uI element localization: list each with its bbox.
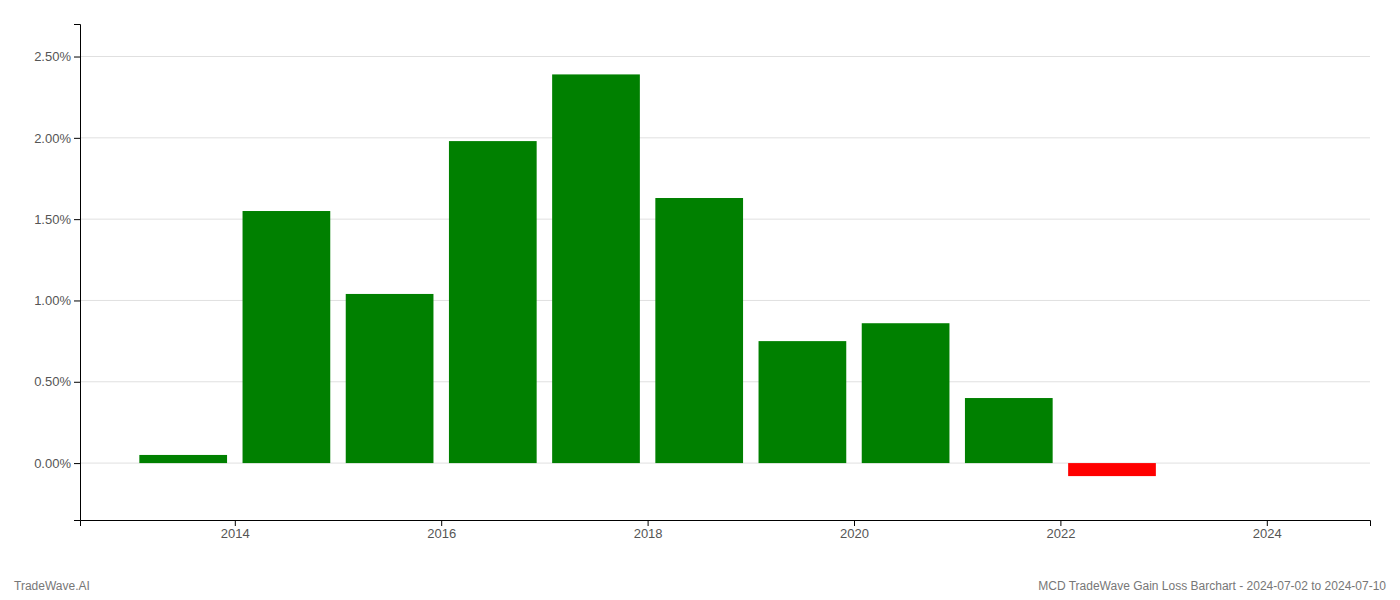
x-tick-label: 2014 (221, 526, 250, 541)
grid (80, 57, 1370, 464)
chart: 2014 2016 2018 2020 2022 2024 0.00% 0.50% 1.00% 1… (0, 0, 1400, 600)
bar (759, 341, 847, 463)
x-tick: 2018 (634, 520, 663, 541)
y-tick-mark (74, 300, 80, 301)
y-tick-label: 1.00% (34, 293, 71, 308)
x-tick: 2016 (427, 520, 456, 541)
bar (552, 74, 640, 463)
x-tick: 2014 (221, 520, 250, 541)
bar (243, 211, 331, 463)
x-tick-label: 2016 (427, 526, 456, 541)
y-tick-mark (74, 57, 80, 58)
x-tick-label: 2018 (634, 526, 663, 541)
x-tick-mark (441, 520, 442, 526)
x-tick-mark (1267, 520, 1268, 526)
y-tick: 1.00% (34, 293, 80, 308)
x-tick: 2020 (840, 520, 869, 541)
y-tick-mark (74, 382, 80, 383)
y-tick: 2.50% (34, 49, 80, 64)
bar (1068, 463, 1156, 476)
y-tick: 0.00% (34, 456, 80, 471)
grid-line (80, 137, 1370, 138)
x-tick: 2022 (1046, 520, 1075, 541)
bar (862, 323, 950, 463)
footer-text: MCD TradeWave Gain Loss Barchart - 2024-… (1038, 579, 1386, 593)
x-tick-mark (854, 520, 855, 526)
x-tick-label: 2022 (1046, 526, 1075, 541)
y-tick-label: 0.00% (34, 456, 71, 471)
bar (139, 455, 227, 463)
x-tick-mark (235, 520, 236, 526)
y-tick-label: 1.50% (34, 212, 71, 227)
y-tick-mark (74, 463, 80, 464)
y-tick: 0.50% (34, 374, 80, 389)
bars (139, 74, 1156, 476)
x-tick-label: 2020 (840, 526, 869, 541)
y-axis-line (74, 25, 81, 521)
footer-text: TradeWave.AI (14, 579, 90, 593)
y-tick-mark (74, 138, 80, 139)
x-axis-line (81, 521, 1371, 527)
bar (655, 198, 743, 463)
x-tick-mark (648, 520, 649, 526)
x-tick-mark (1060, 520, 1061, 526)
bar (449, 141, 537, 463)
x-tick: 2024 (1253, 520, 1282, 541)
y-tick-mark (74, 219, 80, 220)
bar (346, 294, 434, 463)
x-axis: 2014 2016 2018 2020 2022 2024 (81, 520, 1371, 541)
y-tick-label: 2.50% (34, 49, 71, 64)
y-tick-label: 0.50% (34, 374, 71, 389)
plot-area: 2014 2016 2018 2020 2022 2024 0.00% 0.50% 1.00% 1… (34, 25, 1370, 542)
x-tick-label: 2024 (1253, 526, 1282, 541)
bar (965, 398, 1053, 463)
y-axis: 0.00% 0.50% 1.00% 1.50% 2.00% 2.50% (34, 25, 80, 521)
grid-line (80, 56, 1370, 57)
y-tick: 1.50% (34, 212, 80, 227)
y-tick-label: 2.00% (34, 130, 71, 145)
footer: TradeWave.AI MCD TradeWave Gain Loss Barc… (14, 579, 1386, 593)
y-tick: 2.00% (34, 130, 80, 145)
